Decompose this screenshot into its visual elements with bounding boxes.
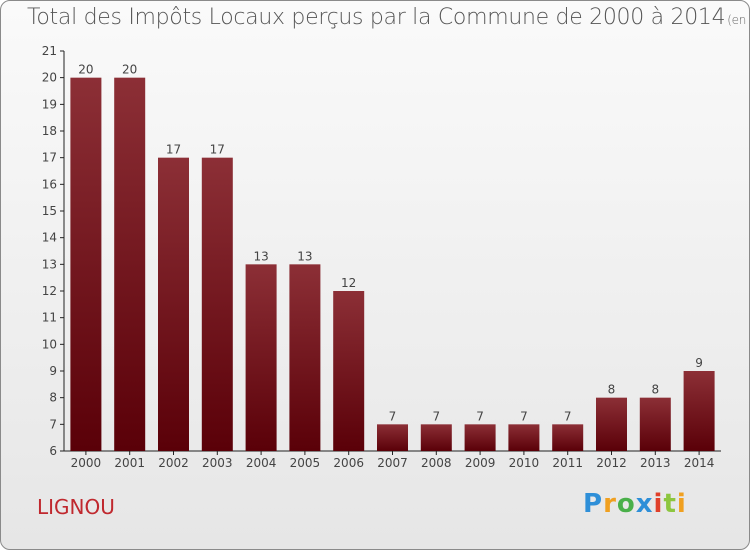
y-tick-label: 10	[42, 337, 57, 351]
bar	[158, 157, 189, 451]
x-tick-label: 2000	[71, 456, 102, 470]
bar	[464, 424, 496, 451]
commune-name: LIGNOU	[37, 495, 115, 519]
logo-letter: i	[653, 489, 664, 519]
x-tick-label: 2010	[509, 456, 540, 470]
data-label: 8	[608, 383, 616, 397]
x-tick-label: 2009	[465, 456, 496, 470]
x-tick-label: 2004	[246, 456, 277, 470]
data-label: 17	[210, 143, 225, 157]
y-tick-label: 11	[42, 311, 57, 325]
data-label: 8	[651, 383, 659, 397]
y-tick-label: 8	[49, 391, 57, 405]
x-tick-label: 2006	[333, 456, 364, 470]
x-tick-label: 2012	[596, 456, 627, 470]
data-label: 13	[297, 249, 312, 263]
bar	[70, 77, 102, 452]
y-tick-label: 17	[42, 151, 57, 165]
y-tick-label: 14	[42, 231, 57, 245]
bar	[683, 371, 715, 451]
data-label: 7	[564, 409, 572, 423]
bar	[114, 77, 146, 452]
y-tick-label: 20	[42, 71, 57, 85]
data-label: 9	[695, 356, 703, 370]
y-tick-label: 13	[42, 257, 57, 271]
y-tick-label: 19	[42, 97, 57, 111]
bar	[289, 264, 321, 451]
chart-unit: (en milliers d'€)	[727, 13, 749, 27]
data-label: 13	[253, 249, 268, 263]
y-tick-label: 9	[49, 364, 57, 378]
x-tick-label: 2013	[640, 456, 671, 470]
y-tick-label: 6	[49, 444, 57, 458]
x-tick-label: 2008	[421, 456, 452, 470]
logo-letter: r	[603, 489, 617, 519]
data-label: 7	[520, 409, 528, 423]
x-tick-label: 2001	[114, 456, 145, 470]
y-tick-label: 12	[42, 284, 57, 298]
y-tick-label: 7	[49, 417, 57, 431]
x-tick-label: 2002	[158, 456, 189, 470]
x-tick-label: 2007	[377, 456, 408, 470]
bar	[377, 424, 408, 451]
bar	[552, 424, 584, 451]
bar	[596, 397, 627, 451]
x-tick-label: 2011	[552, 456, 583, 470]
proxiti-logo: Proxiti	[583, 489, 687, 519]
bar	[201, 157, 233, 451]
y-tick-label: 18	[42, 124, 57, 138]
chart-title-text: Total des Impôts Locaux perçus par la Co…	[27, 5, 726, 30]
bar	[508, 424, 540, 451]
x-tick-label: 2003	[202, 456, 233, 470]
logo-letter: i	[676, 489, 687, 519]
bar	[245, 264, 277, 451]
bar	[333, 291, 365, 451]
data-label: 17	[166, 143, 181, 157]
logo-letter: o	[616, 489, 636, 519]
data-label: 7	[389, 409, 397, 423]
data-label: 20	[78, 63, 93, 77]
data-label: 12	[341, 276, 356, 290]
logo-letter: x	[635, 489, 654, 519]
y-tick-label: 16	[42, 177, 57, 191]
x-tick-label: 2014	[684, 456, 715, 470]
data-label: 20	[122, 63, 137, 77]
chart-title: Total des Impôts Locaux perçus par la Co…	[27, 5, 749, 30]
y-tick-label: 15	[42, 204, 57, 218]
logo-letter: t	[663, 489, 677, 519]
data-label: 7	[432, 409, 440, 423]
x-tick-label: 2005	[290, 456, 321, 470]
data-label: 7	[476, 409, 484, 423]
bar	[639, 397, 671, 451]
y-tick-label: 21	[42, 44, 57, 58]
logo-letter: P	[583, 489, 604, 519]
bar	[420, 424, 452, 451]
